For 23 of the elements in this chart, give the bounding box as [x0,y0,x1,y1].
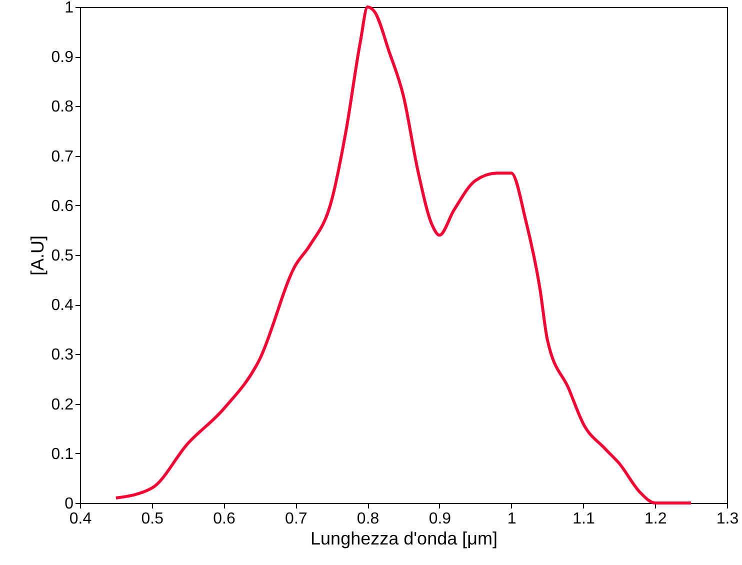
x-tick-label: 0.9 [428,510,452,528]
y-axis-title: [A.U] [27,235,48,276]
y-tick-label: 0.1 [51,446,74,463]
y-tick-label: 0.6 [51,198,74,215]
x-tick-label: 0.6 [213,510,236,528]
y-tick-label: 0 [64,496,74,512]
y-tick-label: 0.5 [51,248,74,264]
y-tick-label: 0.8 [51,98,74,116]
y-tick-label: 0.3 [51,346,74,364]
x-tick-label: 0.7 [285,510,308,528]
x-tick-label: 1.2 [644,510,667,528]
x-axis-title: Lunghezza d'onda [μm] [310,528,498,548]
x-tick-label: 1 [507,510,516,528]
line-series [114,6,693,504]
x-tick-label: 0.5 [141,510,164,528]
x-tick-label: 1.1 [572,510,595,528]
x-tick-label: 1.3 [716,510,739,528]
y-tick-label: 0.9 [51,49,74,66]
y-tick-label: 0.2 [51,396,74,414]
x-tick-label: 0.8 [356,510,380,528]
y-tick-label: 1 [64,0,74,16]
y-tick-label: 0.7 [51,148,74,166]
y-tick-label: 0.4 [51,297,74,314]
